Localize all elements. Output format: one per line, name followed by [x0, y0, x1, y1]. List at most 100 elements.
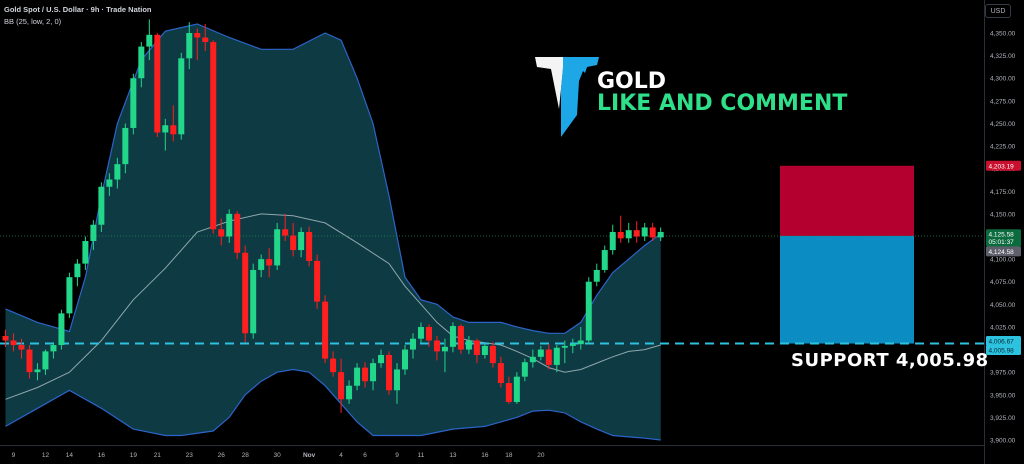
candle-body — [330, 358, 337, 373]
candle-body — [178, 58, 185, 135]
candle-body — [338, 372, 345, 400]
candle-body — [521, 362, 528, 377]
price-tag-label: 4,124.58 — [989, 249, 1015, 256]
price-tag-label: 4,125.58 — [989, 232, 1015, 239]
candle-body — [106, 179, 113, 187]
x-tick-label: 28 — [242, 452, 250, 459]
candle-body — [346, 385, 353, 400]
currency-button[interactable]: USD — [985, 4, 1011, 18]
candle-body — [34, 369, 41, 373]
candle-body — [513, 376, 520, 403]
x-tick-label: 11 — [418, 452, 425, 459]
candle-body — [314, 260, 321, 302]
y-tick-label: 4,175.00 — [990, 189, 1016, 196]
candle-body — [66, 277, 73, 314]
candle-body — [154, 34, 161, 133]
x-tick-label: 23 — [186, 452, 194, 459]
candle-body — [489, 345, 496, 364]
candle-body — [306, 231, 313, 261]
brand-logo-icon — [535, 57, 599, 137]
candle-body — [114, 164, 121, 180]
y-tick-label: 4,150.00 — [990, 211, 1016, 218]
candle-body — [577, 340, 584, 345]
candle-body — [218, 229, 225, 237]
candle-body — [202, 37, 209, 43]
y-tick-label: 4,350.00 — [990, 31, 1016, 38]
symbol-title[interactable]: Gold Spot / U.S. Dollar · 9h · Trade Nat… — [4, 5, 152, 14]
x-tick-label: 30 — [274, 452, 282, 459]
y-tick-label: 4,250.00 — [990, 121, 1016, 128]
candle-body — [425, 326, 432, 341]
candle-body — [497, 363, 504, 384]
take-profit-zone — [780, 235, 914, 344]
price-tag — [986, 236, 1021, 247]
x-tick-label: 6 — [363, 452, 367, 459]
candle-body — [457, 326, 464, 350]
candle-body — [537, 349, 544, 357]
candle-body — [641, 227, 648, 237]
price-tag-label: 4,006.67 — [989, 338, 1015, 345]
candle-body — [186, 33, 193, 59]
candle-body — [657, 231, 664, 238]
candle-body — [50, 345, 57, 352]
y-tick-label: 3,975.00 — [990, 370, 1016, 377]
candle-body — [402, 349, 408, 370]
candle-body — [322, 301, 329, 359]
candle-body — [146, 34, 153, 47]
x-tick-label: 18 — [505, 452, 513, 459]
candle-body — [481, 345, 488, 355]
y-tick-label: 4,025.00 — [990, 324, 1016, 331]
price-tag — [986, 246, 1021, 257]
y-tick-label: 3,925.00 — [990, 415, 1016, 422]
candle-body — [386, 354, 393, 391]
x-tick-label: 13 — [449, 452, 457, 459]
candle-body — [226, 213, 233, 237]
price-tag-label: 4,005.98 — [989, 348, 1015, 355]
candle-body — [553, 347, 560, 365]
candle-body — [569, 344, 576, 346]
candle-body — [409, 338, 416, 350]
bb-basis-line — [5, 213, 661, 400]
price-tag — [986, 345, 1021, 356]
price-tag-label: 4,203.19 — [989, 163, 1015, 170]
price-tag-label: 05:01:37 — [989, 239, 1015, 246]
candle-body — [633, 230, 640, 237]
candle-body — [505, 383, 512, 403]
bollinger-indicator-label[interactable]: BB (25, low, 2, 0) — [4, 17, 62, 26]
candle-body — [122, 127, 129, 165]
candle-body — [609, 231, 616, 251]
candle-body — [394, 369, 401, 391]
x-tick-label: 9 — [12, 452, 16, 459]
y-tick-label: 4,225.00 — [990, 144, 1016, 151]
candle-body — [98, 186, 105, 225]
x-tick-label: 20 — [537, 452, 545, 459]
candle-body — [561, 345, 568, 348]
price-tag — [986, 335, 1021, 346]
candle-body — [362, 367, 369, 382]
x-tick-label: 26 — [218, 452, 226, 459]
candle-body — [58, 313, 65, 346]
price-tag — [986, 160, 1021, 171]
y-tick-label: 3,900.00 — [990, 438, 1016, 445]
candle-body — [266, 259, 273, 266]
candle-body — [290, 235, 297, 251]
candle-body — [90, 224, 97, 242]
y-tick-label: 3,950.00 — [990, 392, 1016, 399]
stop-loss-zone — [780, 165, 914, 236]
y-tick-label: 4,325.00 — [990, 53, 1016, 60]
candle-body — [649, 227, 656, 238]
candle-body — [274, 229, 281, 266]
candle-body — [210, 42, 217, 230]
y-tick-label: 4,275.00 — [990, 98, 1016, 105]
candle-body — [601, 250, 608, 270]
candle-body — [18, 345, 25, 350]
candle-body — [26, 349, 33, 373]
candle-body — [354, 367, 361, 386]
candle-body — [625, 230, 632, 239]
y-tick-label: 4,075.00 — [990, 279, 1016, 286]
x-tick-label: 4 — [339, 452, 343, 459]
candle-body — [250, 269, 257, 334]
candle-body — [170, 125, 177, 135]
candle-body — [433, 340, 440, 352]
